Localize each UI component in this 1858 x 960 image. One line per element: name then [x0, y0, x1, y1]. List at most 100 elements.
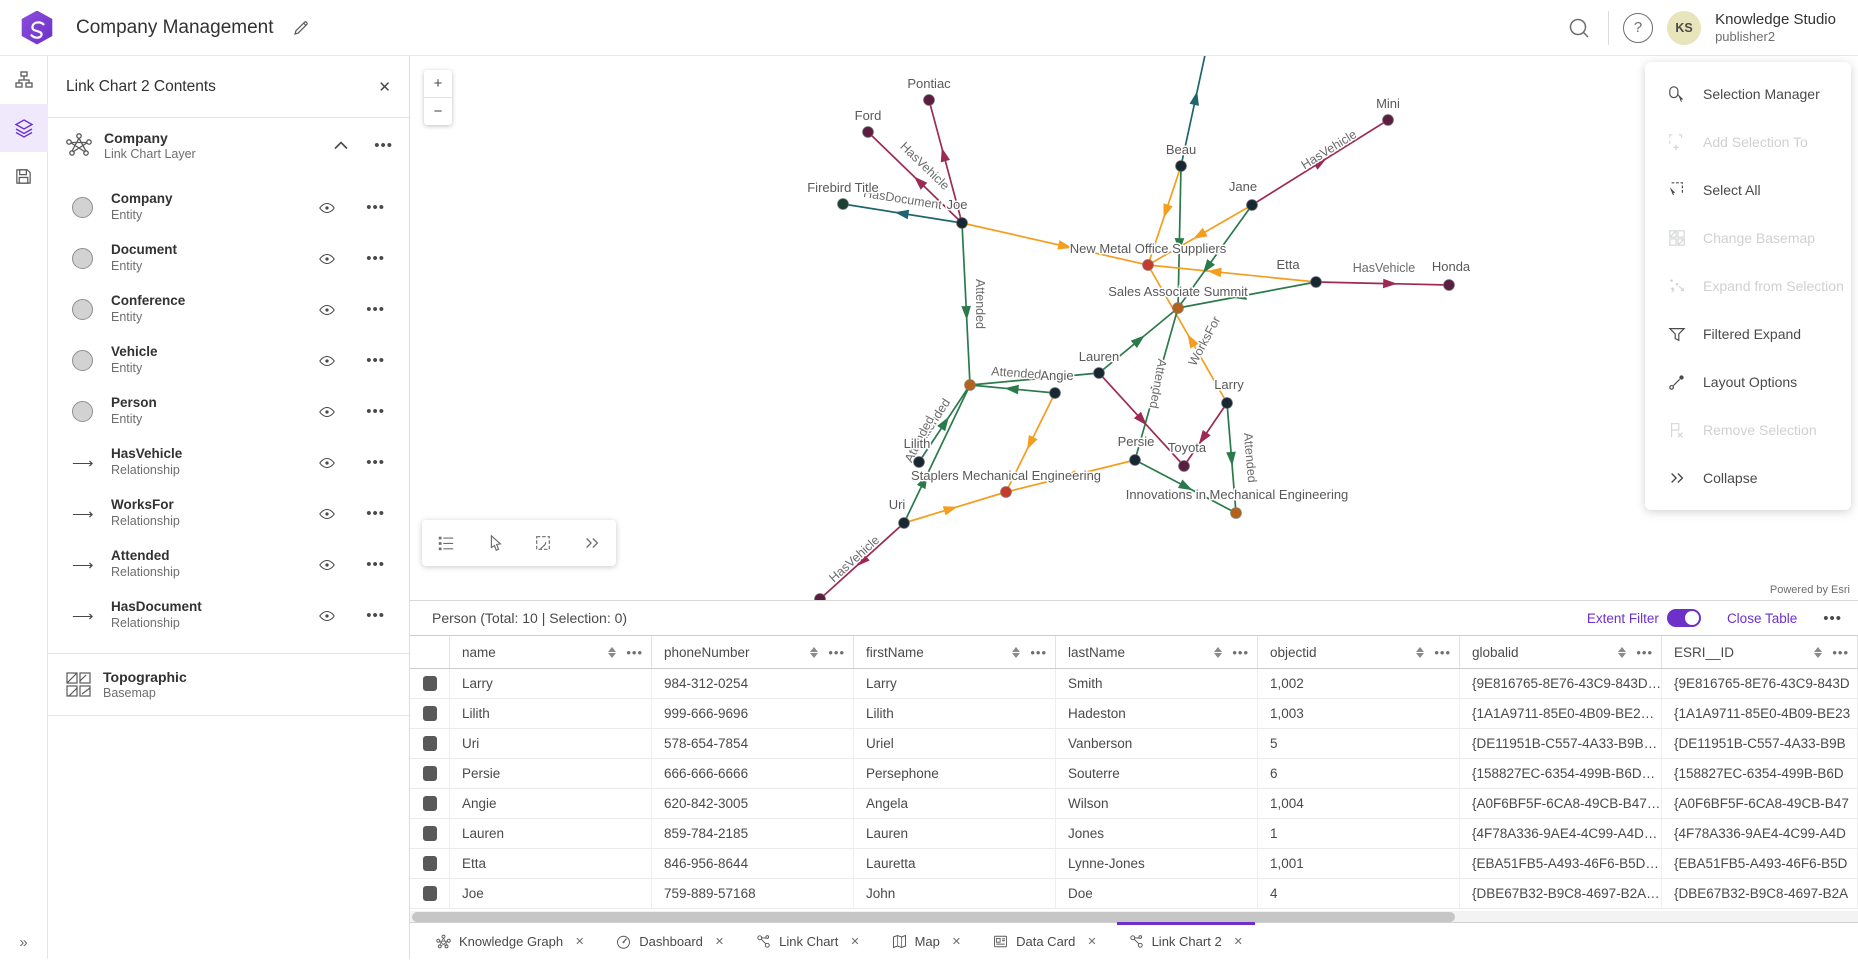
- graph-node-toyota[interactable]: [1178, 460, 1190, 472]
- item-options-icon[interactable]: •••: [366, 199, 385, 216]
- menu-item-collapse[interactable]: Collapse: [1645, 454, 1851, 502]
- select-cursor-icon[interactable]: [477, 525, 513, 561]
- tab-close-icon[interactable]: ✕: [1233, 935, 1243, 948]
- close-table-button[interactable]: Close Table: [1726, 610, 1798, 626]
- item-options-icon[interactable]: •••: [366, 607, 385, 624]
- sort-icon[interactable]: [1012, 646, 1021, 658]
- rail-item-layers[interactable]: [0, 104, 48, 152]
- close-icon[interactable]: ✕: [378, 78, 391, 96]
- graph-node-lauren[interactable]: [1093, 367, 1105, 379]
- item-options-icon[interactable]: •••: [366, 250, 385, 267]
- basemap-row[interactable]: Topographic Basemap: [48, 654, 409, 716]
- column-header-firstName[interactable]: firstName •••: [854, 636, 1056, 668]
- zoom-in-button[interactable]: +: [433, 75, 443, 92]
- graph-node-jane[interactable]: [1246, 199, 1258, 211]
- graph-node-newmetal[interactable]: [1142, 259, 1154, 271]
- column-header-lastName[interactable]: lastName •••: [1056, 636, 1258, 668]
- item-options-icon[interactable]: •••: [366, 505, 385, 522]
- visibility-eye-icon[interactable]: [318, 250, 336, 268]
- layer-group-company[interactable]: Company Link Chart Layer •••: [48, 118, 409, 172]
- graph-node-etta[interactable]: [1310, 276, 1322, 288]
- row-select-checkbox[interactable]: [422, 886, 437, 901]
- row-select-checkbox[interactable]: [422, 676, 437, 691]
- table-row[interactable]: Lilith 999-666-9696 Lilith Hadeston 1,003 {1A…: [410, 699, 1858, 729]
- layer-item-person[interactable]: Person Entity •••: [48, 386, 409, 437]
- search-icon[interactable]: [1560, 9, 1598, 47]
- menu-item-layout-options[interactable]: Layout Options: [1645, 358, 1851, 406]
- sort-icon[interactable]: [1814, 646, 1823, 658]
- tab-link-chart[interactable]: Link Chart ✕: [744, 923, 871, 960]
- extent-filter-toggle[interactable]: Extent Filter: [1587, 609, 1701, 627]
- column-header-phoneNumber[interactable]: phoneNumber •••: [652, 636, 854, 668]
- lasso-select-icon[interactable]: [525, 525, 561, 561]
- column-options-icon[interactable]: •••: [1832, 644, 1849, 660]
- layer-item-worksfor[interactable]: ⟶ WorksFor Relationship •••: [72, 497, 385, 528]
- rail-expand-icon[interactable]: »: [19, 934, 28, 951]
- graph-node-staplers[interactable]: [1000, 486, 1012, 498]
- visibility-eye-icon[interactable]: [318, 301, 336, 319]
- visibility-eye-icon[interactable]: [318, 607, 336, 625]
- item-options-icon[interactable]: •••: [366, 352, 385, 369]
- scrollbar-thumb[interactable]: [412, 912, 1455, 922]
- column-options-icon[interactable]: •••: [828, 644, 845, 660]
- visibility-eye-icon[interactable]: [318, 505, 336, 523]
- tab-map[interactable]: Map ✕: [880, 923, 974, 960]
- graph-node-angie[interactable]: [1049, 387, 1061, 399]
- table-horizontal-scrollbar[interactable]: [410, 911, 1858, 923]
- column-options-icon[interactable]: •••: [1030, 644, 1047, 660]
- column-header-name[interactable]: name •••: [450, 636, 652, 668]
- tab-close-icon[interactable]: ✕: [951, 935, 962, 948]
- zoom-out-button[interactable]: −: [433, 103, 443, 120]
- legend-list-icon[interactable]: [428, 525, 464, 561]
- graph-node-summit[interactable]: [1172, 302, 1184, 314]
- graph-node-innovations[interactable]: [1230, 507, 1242, 519]
- layer-item-vehicle[interactable]: Vehicle Entity •••: [48, 335, 409, 386]
- graph-node-ford[interactable]: [862, 126, 874, 138]
- table-row[interactable]: Etta 846-956-8644 Lauretta Lynne-Jones 1,001…: [410, 849, 1858, 879]
- table-row[interactable]: Angie 620-842-3005 Angela Wilson 1,004 {A0F6B…: [410, 789, 1858, 819]
- row-select-checkbox[interactable]: [422, 766, 437, 781]
- row-select-checkbox[interactable]: [422, 706, 437, 721]
- row-select-checkbox[interactable]: [422, 856, 437, 871]
- graph-node-larry[interactable]: [1221, 397, 1233, 409]
- item-options-icon[interactable]: •••: [366, 301, 385, 318]
- tab-close-icon[interactable]: ✕: [850, 935, 860, 948]
- table-row[interactable]: Larry 984-312-0254 Larry Smith 1,002 {9E81676…: [410, 669, 1858, 699]
- sort-icon[interactable]: [1214, 646, 1223, 658]
- menu-item-selection-manager[interactable]: Selection Manager: [1645, 70, 1851, 118]
- help-icon[interactable]: ?: [1623, 12, 1654, 43]
- graph-node-honda[interactable]: [1443, 279, 1455, 291]
- tab-close-icon[interactable]: ✕: [1087, 935, 1097, 948]
- graph-node-firebird[interactable]: [837, 198, 849, 210]
- tab-data-card[interactable]: Data Card ✕: [981, 923, 1108, 960]
- tab-dashboard[interactable]: Dashboard ✕: [604, 923, 736, 960]
- graph-node-pontiac[interactable]: [923, 94, 935, 106]
- sort-icon[interactable]: [608, 646, 617, 658]
- table-row[interactable]: Persie 666-666-6666 Persephone Souterre 6 {15…: [410, 759, 1858, 789]
- link-chart-canvas[interactable]: HasVehicle HasDocument Attended HasVehicle H…: [410, 56, 1858, 600]
- link-chart-graph[interactable]: HasVehicleHasDocumentAttendedHasVehicleH…: [410, 56, 1858, 600]
- visibility-eye-icon[interactable]: [318, 454, 336, 472]
- layer-item-document[interactable]: Document Entity •••: [48, 233, 409, 284]
- expand-more-icon[interactable]: [574, 525, 610, 561]
- layer-item-conference[interactable]: Conference Entity •••: [48, 284, 409, 335]
- row-select-checkbox[interactable]: [422, 826, 437, 841]
- visibility-eye-icon[interactable]: [318, 199, 336, 217]
- sort-icon[interactable]: [810, 646, 819, 658]
- visibility-eye-icon[interactable]: [318, 403, 336, 421]
- tab-close-icon[interactable]: ✕: [714, 935, 725, 948]
- item-options-icon[interactable]: •••: [366, 556, 385, 573]
- layer-item-hasvehicle[interactable]: ⟶ HasVehicle Relationship •••: [72, 446, 385, 477]
- column-options-icon[interactable]: •••: [626, 644, 643, 660]
- rail-item-save[interactable]: [0, 152, 48, 200]
- column-header-globalid[interactable]: globalid •••: [1460, 636, 1662, 668]
- sort-icon[interactable]: [1618, 646, 1627, 658]
- graph-node-lilith[interactable]: [913, 456, 925, 468]
- tab-link-chart-2[interactable]: Link Chart 2 ✕: [1116, 921, 1256, 960]
- column-options-icon[interactable]: •••: [1434, 644, 1451, 660]
- layer-item-hasdocument[interactable]: ⟶ HasDocument Relationship •••: [72, 599, 385, 630]
- chevron-up-icon[interactable]: [334, 140, 348, 150]
- graph-node-vehicle2[interactable]: [814, 593, 826, 601]
- row-select-checkbox[interactable]: [422, 736, 437, 751]
- column-header-ESRI__ID[interactable]: ESRI__ID •••: [1662, 636, 1858, 668]
